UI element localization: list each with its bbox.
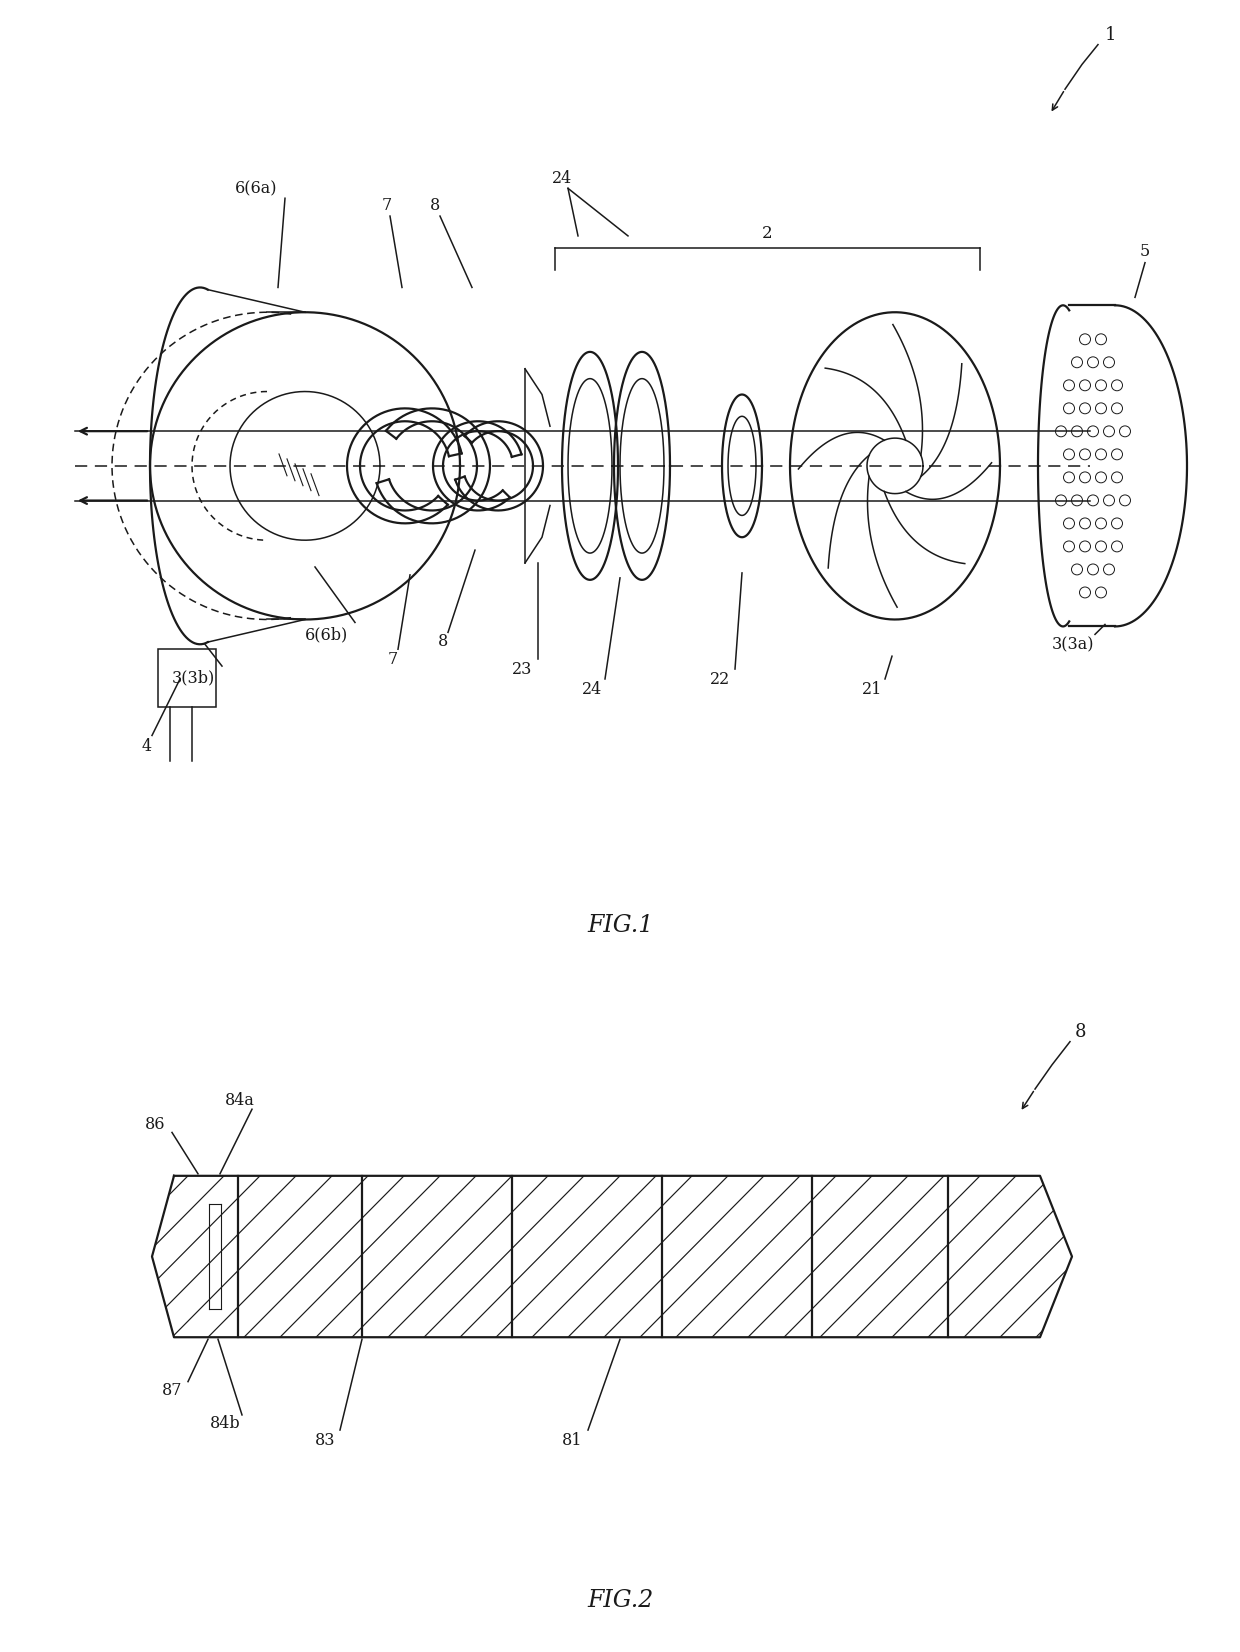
Text: 7: 7 <box>388 651 398 667</box>
Text: 87: 87 <box>162 1381 182 1399</box>
Text: 8: 8 <box>1075 1023 1086 1041</box>
Text: FIG.1: FIG.1 <box>587 914 653 937</box>
Bar <box>157 649 216 707</box>
Text: 5: 5 <box>1140 243 1151 259</box>
Text: 2: 2 <box>763 225 773 241</box>
Text: 3(3a): 3(3a) <box>1052 636 1095 653</box>
Text: 6(6a): 6(6a) <box>236 180 278 197</box>
Text: 24: 24 <box>582 681 603 697</box>
Text: 22: 22 <box>711 671 730 687</box>
Text: 3(3b): 3(3b) <box>172 669 216 686</box>
Text: 1: 1 <box>1105 26 1116 43</box>
Text: 84a: 84a <box>224 1092 255 1108</box>
Text: 86: 86 <box>145 1117 165 1133</box>
Text: 7: 7 <box>382 197 392 215</box>
Text: 4: 4 <box>143 738 153 755</box>
Text: 81: 81 <box>562 1432 583 1449</box>
Text: 21: 21 <box>862 681 883 697</box>
Text: 24: 24 <box>552 170 572 187</box>
Text: 8: 8 <box>430 197 440 215</box>
Polygon shape <box>153 1176 1073 1336</box>
Text: 6(6b): 6(6b) <box>305 626 348 643</box>
Text: 84b: 84b <box>210 1416 241 1432</box>
Text: 23: 23 <box>512 661 532 677</box>
Text: 83: 83 <box>315 1432 336 1449</box>
Text: FIG.2: FIG.2 <box>587 1589 653 1612</box>
Text: 8: 8 <box>438 633 448 651</box>
